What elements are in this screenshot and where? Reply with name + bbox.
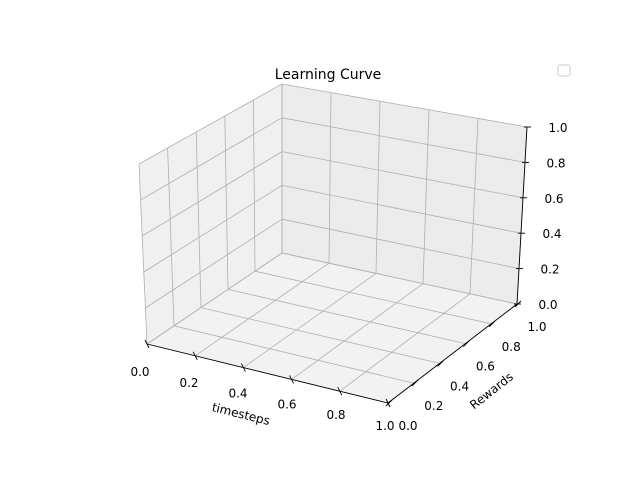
x-axis-line	[146, 343, 389, 404]
y-gridline	[138, 163, 148, 345]
y-tick	[385, 399, 393, 407]
y-tick-label: 0.6	[476, 360, 495, 374]
x-gridline	[194, 262, 330, 357]
tick-marks	[144, 126, 531, 408]
y-gridline	[253, 99, 256, 272]
x-tick	[337, 386, 343, 396]
z-gridline	[145, 218, 283, 309]
y-tick-label: 0.2	[424, 399, 443, 413]
y-gridline	[195, 131, 202, 308]
z-gridline	[140, 117, 283, 201]
axis-edges	[146, 126, 528, 404]
x-tick	[192, 351, 198, 361]
y-tick	[488, 320, 496, 328]
y-gridline	[200, 307, 440, 364]
x-gridline	[291, 283, 424, 380]
z-axis-line	[516, 126, 528, 305]
x-tick-label: 0.4	[228, 387, 247, 401]
y-tick-label: 0.4	[450, 379, 469, 393]
z-gridline	[281, 185, 522, 234]
y-tick-label: 0.0	[398, 419, 417, 433]
z-tick-label: 0.8	[546, 156, 565, 170]
x-tick	[240, 363, 246, 372]
x-gridline	[243, 273, 377, 368]
z-tick-label: 0.6	[544, 192, 563, 206]
y-gridline	[254, 270, 492, 325]
x-tick-label: 0.2	[179, 376, 198, 390]
z-gridline	[281, 117, 526, 163]
y-gridline	[227, 289, 466, 344]
z-tick-label: 1.0	[548, 121, 567, 135]
tick-labels: 0.0 0.2 0.4 0.6 0.8 1.0 0.0 0.2 0.4 0.6 0.8 1.0 0.0 0…	[130, 121, 567, 433]
legend-box	[557, 64, 571, 77]
z-tick-label: 0.0	[538, 298, 557, 312]
z-gridline	[146, 252, 283, 345]
z-gridline	[281, 218, 520, 269]
y-gridline	[281, 252, 518, 305]
x-gridline	[469, 118, 479, 294]
x-tick-label: 0.0	[130, 365, 149, 379]
y-tick	[437, 360, 444, 367]
x-gridline	[339, 293, 471, 392]
x-tick-label: 1.0	[375, 419, 394, 433]
left-pane	[139, 84, 282, 344]
y-gridline	[167, 147, 175, 326]
z-gridline	[143, 185, 283, 273]
y-tick	[463, 340, 470, 347]
x-tick	[289, 375, 295, 384]
x-tick	[144, 339, 150, 349]
z-tick-label: 0.4	[542, 227, 561, 241]
y-gridline	[173, 325, 414, 384]
x-gridline	[328, 92, 332, 264]
x-gridline	[375, 101, 381, 274]
z-gridline	[281, 151, 524, 199]
back-pane	[282, 84, 527, 304]
x-gridline	[422, 109, 430, 284]
y-axis-line	[387, 303, 518, 404]
y-tick-label: 0.8	[502, 340, 521, 354]
axes-panes	[139, 84, 527, 403]
floor-pane	[147, 253, 517, 403]
x-tick	[385, 398, 391, 408]
z-gridline	[281, 83, 528, 128]
z-tick-label: 0.2	[540, 263, 559, 277]
z-gridline	[141, 151, 283, 237]
x-tick-label: 0.6	[277, 397, 296, 411]
y-tick-label: 1.0	[527, 320, 546, 334]
y-tick	[411, 379, 419, 387]
y-gridline	[224, 115, 229, 290]
z-gridline	[138, 83, 283, 165]
chart-title: Learning Curve	[275, 67, 382, 83]
x-tick-label: 0.8	[326, 408, 345, 422]
